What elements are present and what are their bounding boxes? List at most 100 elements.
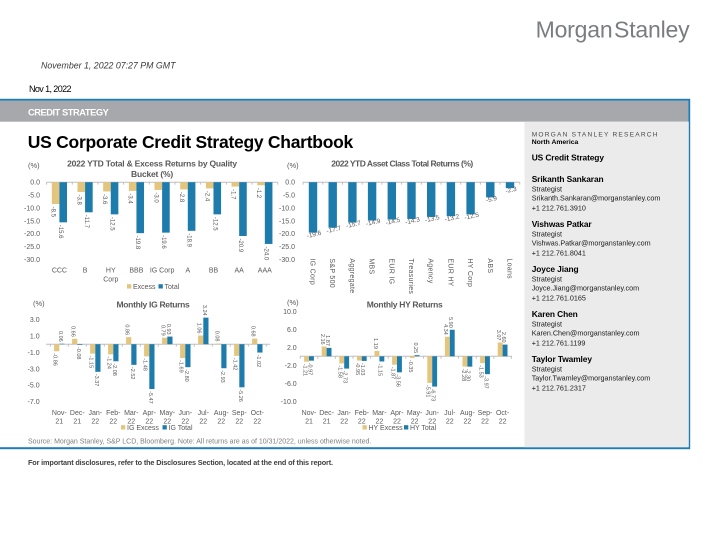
svg-text:AA: AA bbox=[235, 268, 245, 275]
svg-text:Jul-: Jul- bbox=[198, 410, 210, 417]
svg-text:Taylor.Twamley@morganstanley.c: Taylor.Twamley@morganstanley.com bbox=[532, 374, 651, 383]
svg-text:-0.08: -0.08 bbox=[75, 347, 81, 360]
svg-text:AAA: AAA bbox=[258, 268, 272, 275]
svg-text:22: 22 bbox=[235, 419, 243, 426]
svg-text:-0.86: -0.86 bbox=[52, 353, 58, 366]
svg-text:-24.0: -24.0 bbox=[263, 247, 269, 261]
svg-text:IG Corp: IG Corp bbox=[150, 268, 175, 275]
svg-text:B: B bbox=[83, 268, 88, 275]
svg-text:21: 21 bbox=[323, 419, 331, 426]
svg-text:0.93: 0.93 bbox=[165, 324, 171, 335]
svg-text:22: 22 bbox=[428, 419, 436, 426]
svg-text:Source: Morgan Stanley, S&P LC: Source: Morgan Stanley, S&P LCD, Bloombe… bbox=[28, 439, 371, 446]
svg-text:Aug-: Aug- bbox=[214, 410, 229, 417]
svg-text:-15.0: -15.0 bbox=[24, 218, 40, 225]
svg-text:-1.24: -1.24 bbox=[106, 356, 112, 369]
svg-text:S&P 500: S&P 500 bbox=[328, 258, 335, 288]
svg-text:+1 212.761.0165: +1 212.761.0165 bbox=[532, 294, 586, 303]
svg-text:2022 YTD Asset Class Total Ret: 2022 YTD Asset Class Total Returns (%) bbox=[331, 159, 473, 169]
svg-text:-20.9: -20.9 bbox=[237, 239, 243, 253]
svg-text:22: 22 bbox=[163, 419, 171, 426]
svg-text:0.0: 0.0 bbox=[285, 180, 295, 187]
svg-text:-14.3: -14.3 bbox=[405, 216, 421, 226]
svg-text:-2.0: -2.0 bbox=[285, 363, 297, 370]
svg-text:-2.30: -2.30 bbox=[465, 369, 471, 382]
svg-text:Morgan: Morgan bbox=[536, 17, 613, 43]
svg-text:+1 212.761.2317: +1 212.761.2317 bbox=[532, 384, 586, 393]
svg-text:3.0: 3.0 bbox=[30, 317, 40, 324]
svg-text:-12.5: -12.5 bbox=[464, 212, 480, 222]
svg-text:(%): (%) bbox=[28, 161, 40, 170]
svg-text:22: 22 bbox=[499, 419, 507, 426]
svg-text:-15.6: -15.6 bbox=[57, 225, 63, 239]
svg-text:-3.0: -3.0 bbox=[152, 192, 158, 203]
svg-text:-10.0: -10.0 bbox=[281, 399, 297, 406]
svg-text:-20.0: -20.0 bbox=[279, 231, 295, 238]
svg-text:IG Total: IG Total bbox=[169, 425, 193, 432]
svg-text:Feb-: Feb- bbox=[106, 410, 121, 417]
svg-text:-1.03: -1.03 bbox=[359, 363, 365, 376]
svg-text:May-: May- bbox=[160, 410, 176, 417]
svg-text:Sep-: Sep- bbox=[232, 410, 247, 417]
svg-text:21: 21 bbox=[55, 419, 63, 426]
svg-text:Aggregate: Aggregate bbox=[348, 258, 355, 293]
svg-text:-0.95: -0.95 bbox=[354, 363, 360, 376]
svg-text:Nov-: Nov- bbox=[302, 410, 317, 417]
svg-text:-1.0: -1.0 bbox=[28, 350, 40, 357]
svg-text:-1.02: -1.02 bbox=[255, 355, 261, 368]
svg-text:Jun-: Jun- bbox=[178, 410, 192, 417]
svg-text:CREDIT STRATEGY: CREDIT STRATEGY bbox=[28, 107, 110, 117]
svg-text:-3.0: -3.0 bbox=[28, 366, 40, 373]
svg-text:Jan-: Jan- bbox=[88, 410, 102, 417]
svg-text:-1.87: -1.87 bbox=[389, 367, 395, 380]
svg-text:BBB: BBB bbox=[129, 268, 143, 275]
svg-text:22: 22 bbox=[376, 419, 384, 426]
svg-text:1.06: 1.06 bbox=[196, 323, 202, 334]
svg-text:MORGAN STANLEY RESEARCH: MORGAN STANLEY RESEARCH bbox=[532, 131, 659, 138]
svg-text:Corp: Corp bbox=[103, 277, 118, 284]
svg-text:1.19: 1.19 bbox=[372, 338, 378, 349]
svg-text:-0.97: -0.97 bbox=[306, 363, 312, 376]
svg-text:Vishwas Patkar: Vishwas Patkar bbox=[532, 219, 593, 229]
svg-text:Monthly IG Returns: Monthly IG Returns bbox=[117, 300, 191, 310]
svg-text:2022 YTD Total & Excess Return: 2022 YTD Total & Excess Returns by Quali… bbox=[67, 159, 237, 169]
svg-text:-19.6: -19.6 bbox=[306, 230, 322, 240]
svg-text:-2.8: -2.8 bbox=[178, 192, 184, 203]
svg-text:10.0: 10.0 bbox=[283, 309, 297, 316]
svg-text:0.66: 0.66 bbox=[70, 326, 76, 337]
svg-text:Apr-: Apr- bbox=[390, 410, 404, 417]
svg-text:HY Corp: HY Corp bbox=[466, 258, 473, 287]
svg-text:22: 22 bbox=[393, 419, 401, 426]
svg-text:-12.5: -12.5 bbox=[211, 217, 217, 231]
svg-text:-19.6: -19.6 bbox=[160, 235, 166, 249]
svg-text:-1.21: -1.21 bbox=[301, 364, 307, 377]
svg-text:-19.8: -19.8 bbox=[134, 236, 140, 250]
svg-text:Jul-: Jul- bbox=[444, 410, 456, 417]
svg-text:21: 21 bbox=[305, 419, 313, 426]
svg-text:Joyce.Jiang@morganstanley.com: Joyce.Jiang@morganstanley.com bbox=[532, 284, 639, 293]
svg-text:-1.53: -1.53 bbox=[477, 365, 483, 378]
svg-text:-0.35: -0.35 bbox=[407, 360, 413, 373]
svg-text:-1.69: -1.69 bbox=[178, 360, 184, 373]
svg-text:Sep-: Sep- bbox=[478, 410, 493, 417]
svg-text:-15.7: -15.7 bbox=[346, 220, 362, 230]
svg-text:Strategist: Strategist bbox=[532, 364, 562, 373]
svg-text:-3.37: -3.37 bbox=[93, 374, 99, 387]
svg-text:1.87: 1.87 bbox=[324, 335, 330, 346]
svg-text:-5.47: -5.47 bbox=[147, 391, 153, 404]
svg-text:22: 22 bbox=[181, 419, 189, 426]
svg-text:-25.0: -25.0 bbox=[279, 244, 295, 251]
svg-text:22: 22 bbox=[340, 419, 348, 426]
svg-text:-14.5: -14.5 bbox=[385, 217, 401, 227]
svg-text:22: 22 bbox=[358, 419, 366, 426]
svg-text:2.16: 2.16 bbox=[319, 334, 325, 345]
svg-text:-6.73: -6.73 bbox=[430, 389, 436, 402]
svg-text:-8.5: -8.5 bbox=[50, 207, 56, 218]
svg-text:Treasuries: Treasuries bbox=[407, 258, 414, 294]
svg-text:-2.3: -2.3 bbox=[505, 186, 518, 195]
svg-text:-5.0: -5.0 bbox=[28, 383, 40, 390]
svg-text:Oct-: Oct- bbox=[496, 410, 510, 417]
svg-text:Excess: Excess bbox=[133, 284, 156, 291]
svg-text:Mar-: Mar- bbox=[372, 410, 387, 417]
svg-text:(%): (%) bbox=[33, 299, 45, 308]
